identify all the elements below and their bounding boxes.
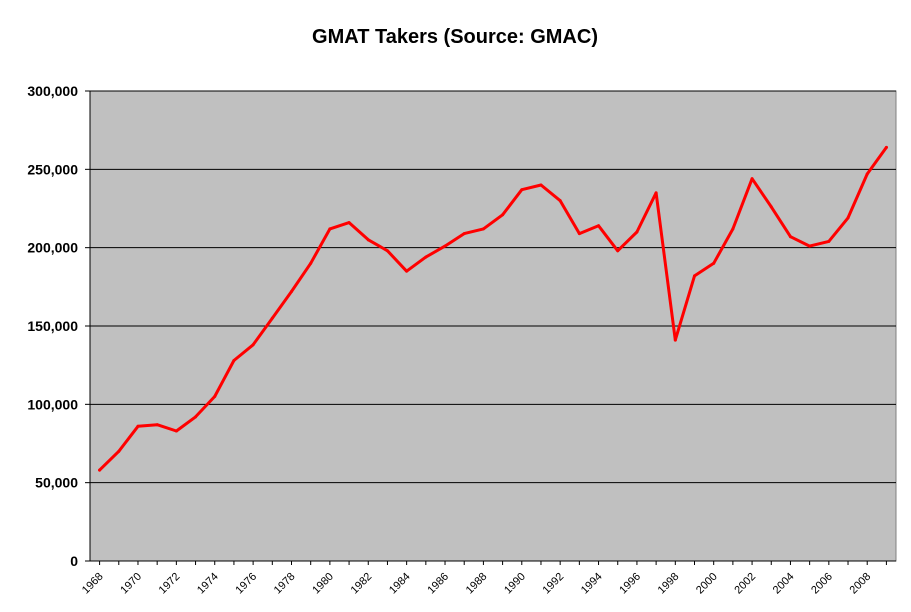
data-point [577, 232, 581, 236]
x-tick-label: 1994 [579, 571, 605, 597]
data-point [117, 449, 121, 453]
x-tick-label: 2002 [732, 571, 758, 597]
x-tick-label: 1970 [118, 571, 144, 597]
x-tick-label: 1980 [310, 571, 336, 597]
x-tick-label: 1974 [195, 571, 221, 597]
data-point [501, 213, 505, 217]
y-tick-label: 50,000 [35, 475, 78, 491]
data-point [846, 216, 850, 220]
y-tick-label: 100,000 [27, 396, 78, 412]
data-point [405, 269, 409, 273]
y-tick-label: 300,000 [27, 83, 78, 99]
data-point [731, 227, 735, 231]
data-point [788, 235, 792, 239]
data-point [462, 232, 466, 236]
x-tick-label: 2000 [694, 571, 720, 597]
x-tick-label: 1984 [387, 571, 413, 597]
x-tick-label: 2004 [771, 571, 797, 597]
data-point [539, 183, 543, 187]
y-tick-label: 250,000 [27, 161, 78, 177]
data-point [232, 358, 236, 362]
data-point [290, 290, 293, 294]
gridlines [85, 90, 896, 565]
chart-title: GMAT Takers (Source: GMAC) [312, 26, 598, 48]
data-point [654, 191, 658, 195]
axes [89, 91, 896, 562]
data-point [424, 255, 428, 259]
data-point [750, 177, 754, 181]
data-point [635, 230, 639, 234]
data-point [194, 415, 198, 419]
data-point [213, 395, 217, 398]
data-point [597, 224, 601, 228]
y-tick-label: 0 [70, 553, 78, 569]
data-point [385, 249, 389, 253]
x-tick-label: 1968 [80, 571, 106, 597]
data-point [616, 249, 620, 253]
data-point [136, 424, 140, 428]
data-point [481, 227, 485, 231]
y-tick-label: 150,000 [27, 318, 78, 334]
x-tick-label: 1992 [540, 571, 566, 597]
data-point [98, 468, 102, 472]
data-point [520, 188, 524, 192]
data-point [673, 338, 677, 342]
x-tick-label: 1990 [502, 571, 528, 597]
data-point [366, 238, 370, 242]
x-tick-label: 1998 [656, 571, 682, 597]
y-axis-tick-labels: 0 50,000 100,000 150,000 200,000 250,000 300,0… [27, 83, 78, 569]
data-point [443, 244, 447, 248]
x-tick-label: 1972 [157, 571, 183, 597]
data-point [270, 316, 274, 320]
data-point [884, 145, 888, 149]
x-tick-label: 1978 [272, 571, 298, 597]
data-point [693, 274, 696, 278]
x-tick-label: 2006 [809, 571, 835, 597]
data-point [558, 199, 562, 203]
data-point [155, 423, 159, 427]
x-tick-label: 1996 [617, 571, 643, 597]
data-points [98, 145, 888, 472]
data-point [769, 205, 773, 209]
x-tick-label: 1982 [349, 571, 375, 597]
data-point [309, 261, 313, 265]
x-tick-label: 2008 [848, 571, 874, 597]
data-point [347, 221, 351, 225]
data-point [712, 261, 716, 265]
x-tick-label: 1986 [425, 571, 451, 597]
y-tick-label: 200,000 [27, 240, 78, 256]
data-point [865, 172, 869, 176]
x-tick-label: 1976 [233, 571, 259, 597]
data-point [174, 429, 178, 433]
data-point [808, 244, 812, 248]
data-point [251, 343, 255, 347]
x-axis-tick-labels: 1968 1970 1972 1974 1976 1978 1980 1982 1984 1986… [80, 571, 873, 597]
series-line [98, 145, 888, 472]
data-point [328, 227, 332, 231]
data-point [827, 239, 831, 243]
x-tick-label: 1988 [464, 571, 490, 597]
